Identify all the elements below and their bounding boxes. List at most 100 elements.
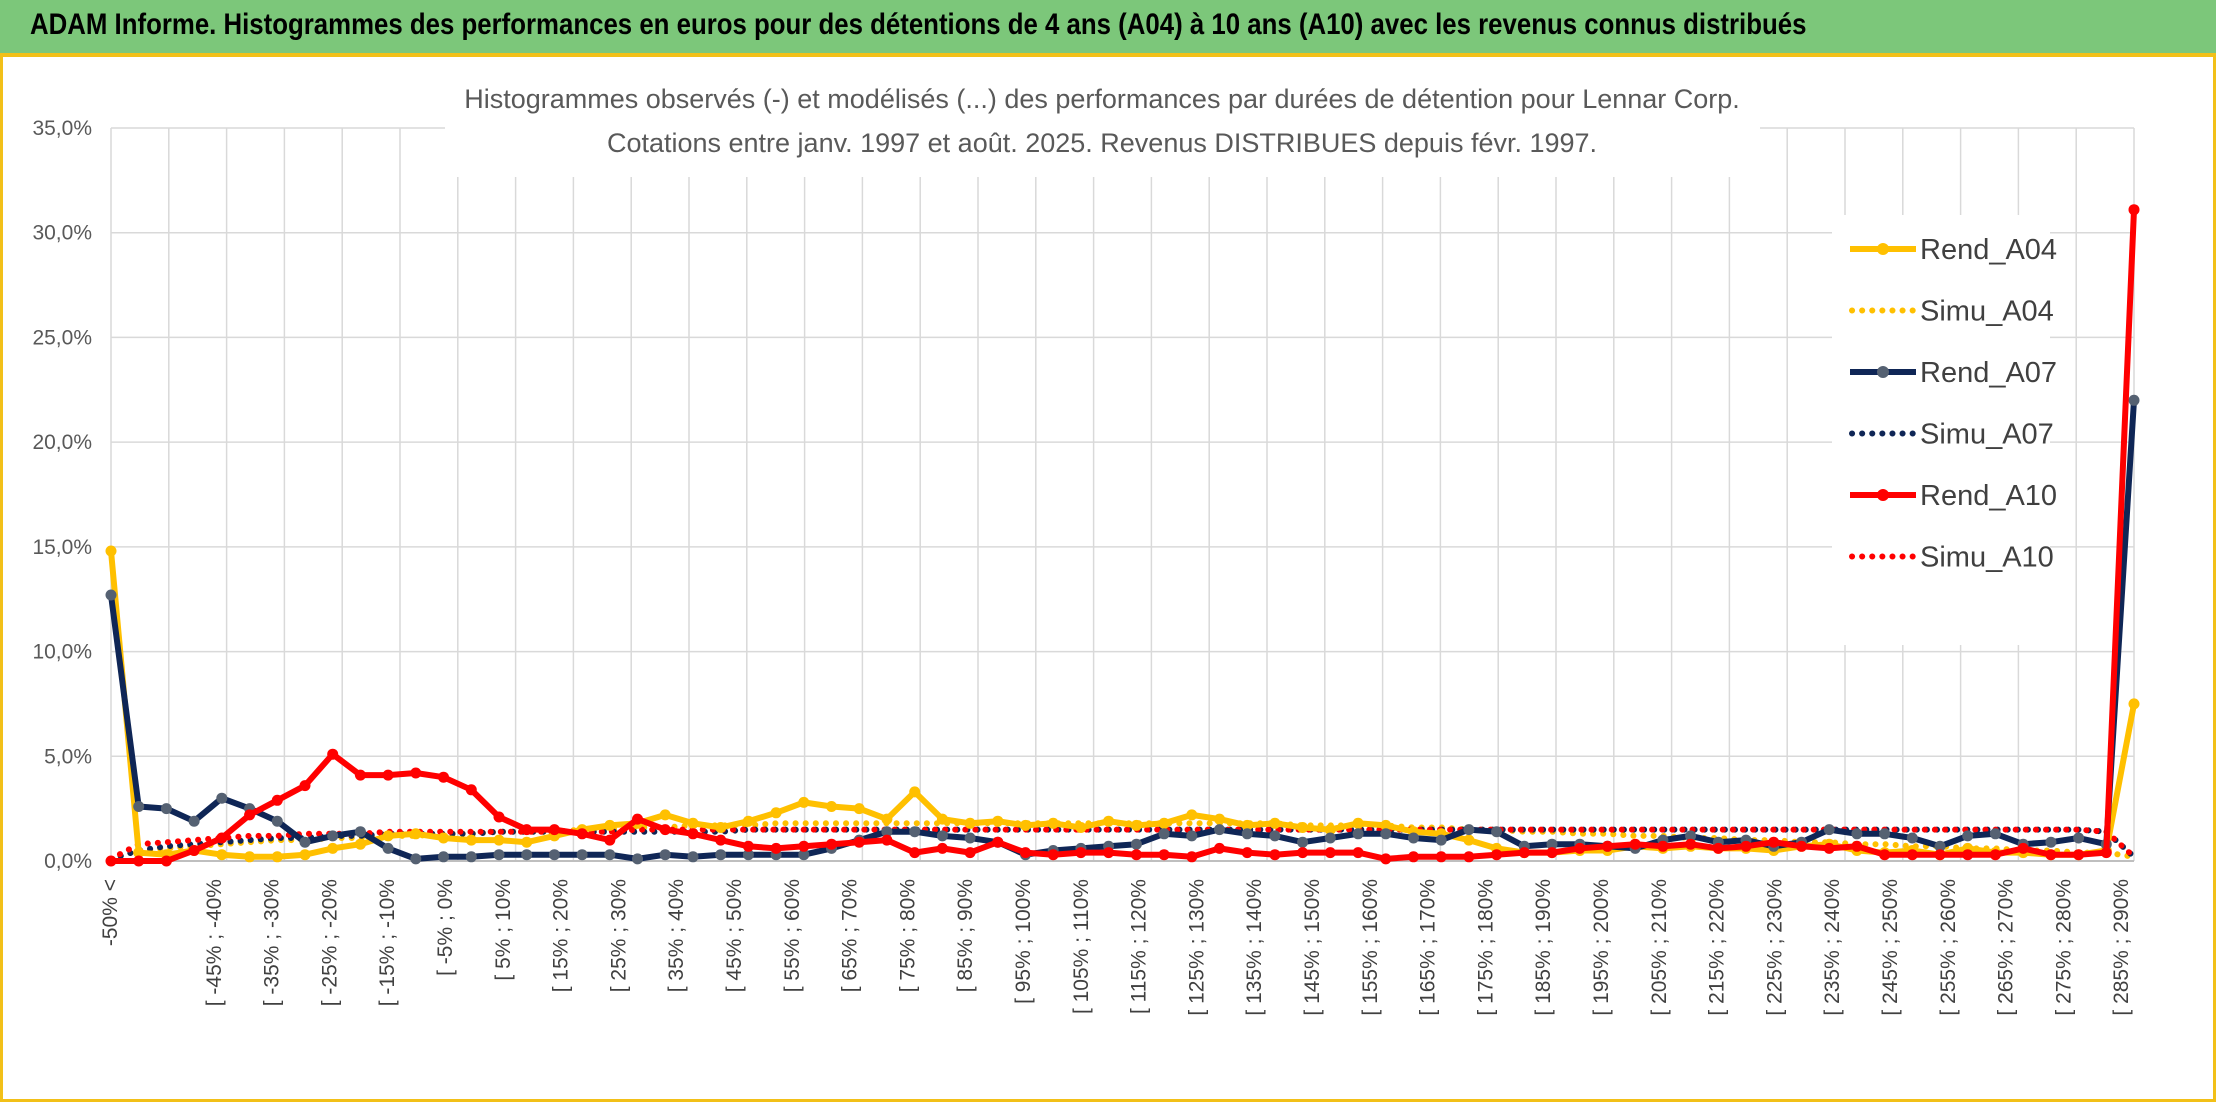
data-point-rend-a10 [1657,840,1669,852]
y-tick-label: 15,0% [32,536,92,559]
x-tick-label: [ 175% ; 180% [1474,879,1497,1016]
data-point-rend-a07 [465,851,477,863]
x-tick-label: [ 115% ; 120% [1128,879,1151,1014]
data-point-rend-a07 [1380,828,1392,840]
x-tick-label: [ 155% ; 160% [1359,879,1382,1016]
data-point-rend-a04 [853,803,865,815]
data-point-rend-a10 [1352,847,1364,859]
x-tick-label: [ 85% ; 90% [954,879,977,992]
data-point-rend-a10 [1934,849,1946,861]
data-point-rend-a10 [576,828,588,840]
x-tick-label: [ 145% ; 150% [1301,879,1324,1016]
data-point-rend-a07 [659,849,671,861]
data-point-rend-a10 [1629,838,1641,850]
legend: Rend_A04 Simu_A04 Rend_A07 Simu_A07 Rend_A10… [1849,234,2057,574]
data-point-rend-a10 [604,834,616,846]
data-point-rend-a07 [1879,828,1891,840]
legend-marker-rend-a04 [1877,243,1889,255]
series-line-simu-a07 [108,826,2137,862]
x-tick-label: [ 95% ; 100% [1012,879,1035,1004]
y-tick-label: 30,0% [32,222,92,245]
x-tick-label: [ -35% ; -30% [261,879,284,1006]
legend-label-simu-a07: Simu_A07 [1920,419,2054,451]
x-tick-label: [ 265% ; 270% [1995,879,2018,1016]
data-point-rend-a10 [2128,204,2140,216]
data-point-rend-a10 [1712,842,1724,854]
data-point-rend-a10 [1574,842,1586,854]
y-tick-label: 20,0% [32,431,92,454]
data-point-rend-a04 [1158,817,1170,829]
data-point-rend-a04 [1269,817,1281,829]
x-tick-label: [ 55% ; 60% [781,879,804,992]
data-point-rend-a07 [742,849,754,861]
data-point-rend-a07 [1823,824,1835,836]
data-point-rend-a10 [964,847,976,859]
x-tick-label: [ 235% ; 240% [1821,879,1844,1016]
data-point-rend-a10 [1158,849,1170,861]
data-point-rend-a10 [826,838,837,850]
data-point-rend-a10 [548,824,560,836]
data-point-rend-a10 [1768,836,1780,848]
legend-label-rend-a10: Rend_A10 [1920,480,2057,512]
x-tick-label: [ -45% ; -40% [203,879,226,1006]
data-point-rend-a10 [299,780,311,792]
data-point-rend-a04 [465,834,477,846]
data-point-rend-a04 [909,786,921,798]
data-point-rend-a10 [382,769,394,781]
data-point-rend-a10 [1324,847,1336,859]
data-point-rend-a10 [327,748,339,760]
data-point-rend-a10 [936,842,948,854]
data-point-rend-a04 [1463,834,1475,846]
data-point-rend-a07 [1685,830,1697,842]
x-tick-label: [ -5% ; 0% [434,879,457,976]
y-tick-label: 35,0% [32,117,92,140]
legend-marker-rend-a10 [1877,489,1889,501]
data-point-rend-a07 [299,836,311,848]
data-point-rend-a10 [1435,851,1447,863]
x-tick-label: -50% < [99,879,122,946]
data-point-rend-a04 [521,836,533,848]
data-point-rend-a10 [1962,849,1974,861]
data-point-rend-a07 [1130,838,1142,850]
data-point-rend-a07 [632,853,643,865]
x-tick-label: [ 165% ; 170% [1417,879,1440,1016]
data-point-rend-a04 [881,813,893,825]
data-point-rend-a10 [742,840,754,852]
data-point-rend-a10 [1408,851,1419,863]
data-point-rend-a07 [687,851,699,863]
x-tick-label: [ 135% ; 140% [1243,879,1266,1016]
data-point-rend-a04 [1214,813,1225,825]
x-tick-label: [ 75% ; 80% [896,879,919,992]
x-tick-label: [ 65% ; 70% [839,879,862,992]
data-point-rend-a07 [881,826,893,838]
data-point-rend-a10 [632,813,643,825]
data-point-rend-a07 [438,851,449,863]
data-point-rend-a10 [493,811,505,823]
x-tick-label: [ 205% ; 210% [1648,879,1671,1016]
data-point-rend-a10 [1214,842,1225,854]
x-tick-label: [ 225% ; 230% [1763,879,1786,1016]
chart-subtitle: Cotations entre janv. 1997 et août. 2025… [607,128,1597,158]
data-point-rend-a10 [2100,847,2112,859]
data-point-rend-a10 [1546,847,1558,859]
data-point-rend-a04 [354,838,366,850]
data-point-rend-a07 [715,849,727,861]
data-point-rend-a10 [992,836,1004,848]
data-point-rend-a04 [382,830,394,842]
data-point-rend-a07 [1463,824,1475,836]
data-point-rend-a04 [1380,819,1392,831]
chart-title: Histogrammes observés (-) et modélisés (… [464,84,1740,114]
x-tick-label: [ 5% ; 10% [492,879,515,981]
data-point-rend-a10 [1297,847,1309,859]
data-point-rend-a10 [853,836,865,848]
data-point-rend-a04 [1075,822,1087,833]
x-tick-label: [ 125% ; 130% [1185,879,1208,1016]
data-point-rend-a07 [2073,832,2085,844]
data-point-rend-a04 [798,796,810,808]
x-tick-label: [ 105% ; 110% [1070,879,1093,1014]
data-point-rend-a04 [1352,817,1364,829]
data-point-rend-a04 [1186,809,1198,821]
x-tick-label: [ 185% ; 190% [1532,879,1555,1016]
data-point-rend-a10 [1740,840,1752,852]
data-point-rend-a07 [1214,824,1225,836]
